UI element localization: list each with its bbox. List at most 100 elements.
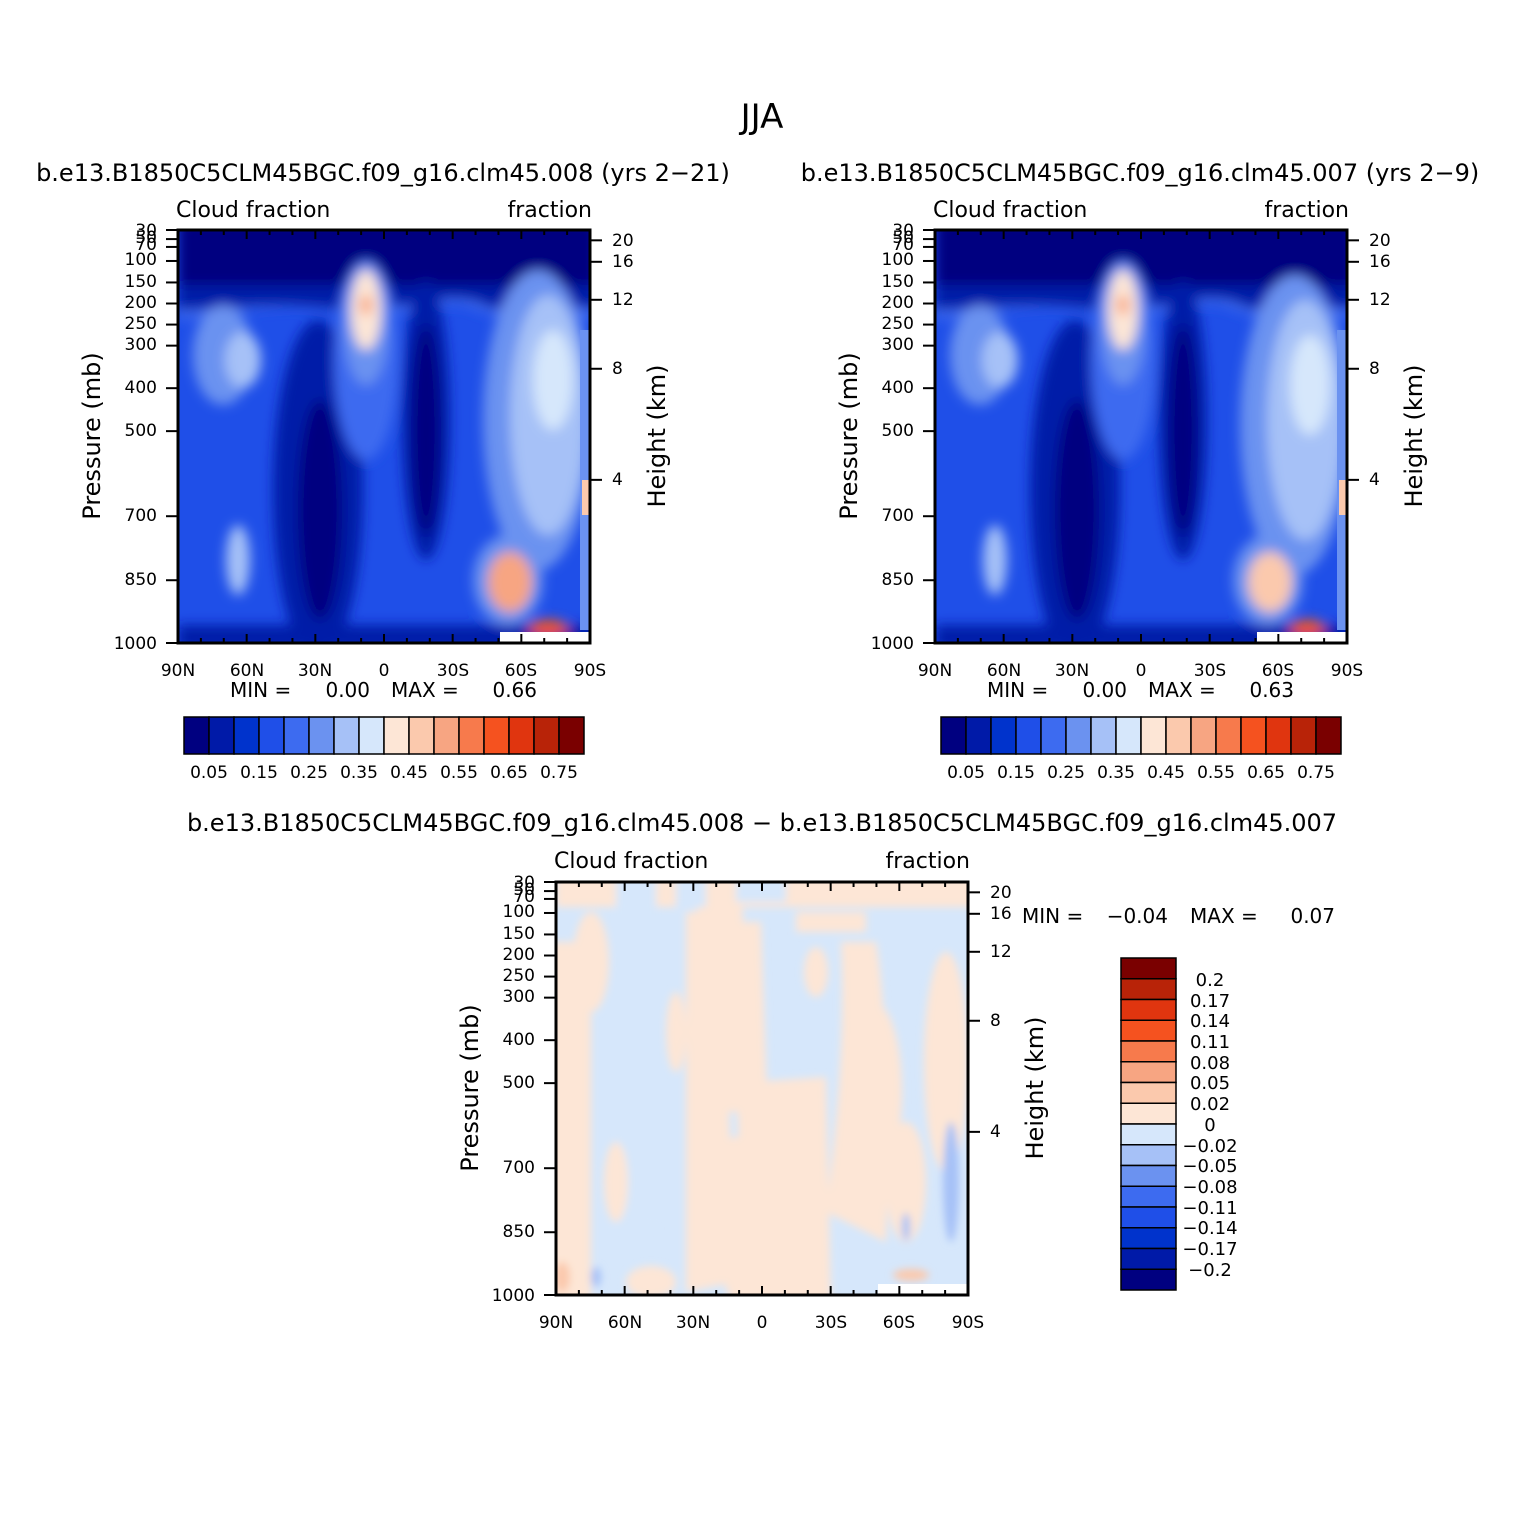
colorbar-swatch [1040,716,1067,755]
max-label: MAX = [1148,678,1216,702]
y-axis-right: 20 16 12 8 4 [990,883,1012,1142]
colorbar-label: −0.17 [1182,1239,1237,1260]
y-axis-right: 20 16 12 8 4 [1369,231,1391,490]
colorbar-swatch [233,716,260,755]
colorbar-swatch [1120,957,1177,980]
colorbar-swatch [1165,716,1192,755]
y-tick-label: 50 [892,228,914,248]
y-tick-label: 700 [882,506,914,526]
colorbar-label: 0.55 [1197,763,1235,783]
y-tick-label: 1000 [492,1286,535,1306]
y-tick-label: 500 [503,1073,535,1093]
y-right-tick-label: 4 [1369,470,1380,490]
panel-title: b.e13.B1850C5CLM45BGC.f09_g16.clm45.007 … [801,159,1480,187]
colorbar [940,716,1342,755]
colorbar-swatch [1290,716,1317,755]
colorbar-swatch [533,716,560,755]
y-tick-label: 30 [892,221,914,241]
x-tick-label: 0 [1136,661,1147,681]
x-tick-label: 60S [1262,661,1294,681]
left-string: Cloud fraction [554,849,708,874]
colorbar-label: 0.65 [490,763,528,783]
y-tick-label: 500 [882,421,914,441]
y-right-tick-label: 16 [612,252,634,272]
colorbar-label: 0.11 [1190,1032,1230,1053]
right-string: fraction [1264,198,1349,223]
colorbar-labels: 0.05 0.15 0.25 0.35 0.45 0.55 0.65 0.75 [947,763,1335,783]
colorbar-swatch [258,716,285,755]
colorbar-swatch [183,716,210,755]
colorbar-label: −0.02 [1182,1136,1237,1157]
colorbar-label: 0.02 [1190,1094,1230,1115]
y-right-tick-label: 4 [612,470,623,490]
colorbar-label: 0.55 [440,763,478,783]
colorbar-swatch [1120,1144,1177,1167]
x-tick-label: 30S [437,661,469,681]
figure-title: JJA [739,97,784,137]
colorbar-label: 0.08 [1190,1053,1230,1074]
x-tick-label: 60N [987,661,1021,681]
colorbar-swatch [1120,1123,1177,1146]
y-tick-label: 100 [882,250,914,270]
colorbar-label: −0.05 [1182,1156,1237,1177]
y-tick-label: 150 [503,924,535,944]
contour-field [935,230,1347,643]
y-axis: 30 50 70 100 150 200 250 300 400 500 700… [871,221,914,654]
colorbar-swatch [1120,998,1177,1021]
colorbar-swatch [283,716,310,755]
x-tick-label: 60N [230,661,264,681]
colorbar-label: 0.75 [540,763,578,783]
colorbar-swatch [940,716,967,755]
colorbar-label: 0.35 [1097,763,1135,783]
colorbar-swatch [208,716,235,755]
colorbar-swatch [1120,1206,1177,1229]
x-tick-label: 60S [883,1313,915,1333]
colorbar-swatch [408,716,435,755]
panel-title: b.e13.B1850C5CLM45BGC.f09_g16.clm45.008 … [36,159,730,187]
colorbar-swatch [1315,716,1342,755]
colorbar-label: 0.35 [340,763,378,783]
colorbar-swatch [965,716,992,755]
colorbar-label: 0.25 [290,763,328,783]
y-tick-label: 200 [882,293,914,313]
colorbar-swatch [1140,716,1167,755]
colorbar-swatch [1120,1227,1177,1250]
x-tick-label: 30S [1194,661,1226,681]
y-tick-label: 400 [125,378,157,398]
x-tick-label: 90S [952,1313,984,1333]
colorbar-swatch [558,716,585,755]
y-tick-label: 400 [882,378,914,398]
y-tick-label: 500 [125,421,157,441]
min-label: MIN = [230,678,291,702]
y-right-tick-label: 16 [990,904,1012,924]
colorbar-label: 0.15 [240,763,278,783]
min-label: MIN = [987,678,1048,702]
x-tick-label: 30S [815,1313,847,1333]
min-value: 0.00 [325,678,370,702]
y-tick-label: 200 [125,293,157,313]
colorbar-swatch [1190,716,1217,755]
y-tick-label: 50 [513,880,535,900]
y-axis-label: Pressure (mb) [78,352,106,519]
x-tick-label: 90S [1331,661,1363,681]
colorbar-swatch [1120,1081,1177,1104]
y-right-tick-label: 20 [1369,231,1391,251]
colorbar-label: −0.08 [1182,1177,1237,1198]
colorbar-swatch [1120,1164,1177,1187]
y-tick-label: 850 [503,1222,535,1242]
colorbar-label: 0.45 [1147,763,1185,783]
y-tick-label: 850 [882,570,914,590]
y-tick-label: 1000 [871,634,914,654]
y-tick-label: 700 [125,506,157,526]
y-tick-label: 150 [882,272,914,292]
y-tick-label: 70 [135,235,157,255]
right-string: fraction [885,849,970,874]
x-tick-label: 90N [539,1313,573,1333]
x-tick-label: 60S [505,661,537,681]
colorbar-swatch [1090,716,1117,755]
y-right-tick-label: 12 [612,290,634,310]
x-tick-label: 0 [379,661,390,681]
y-tick-label: 70 [513,887,535,907]
y-axis: 30 50 70 100 150 200 250 300 400 500 700… [114,221,157,654]
